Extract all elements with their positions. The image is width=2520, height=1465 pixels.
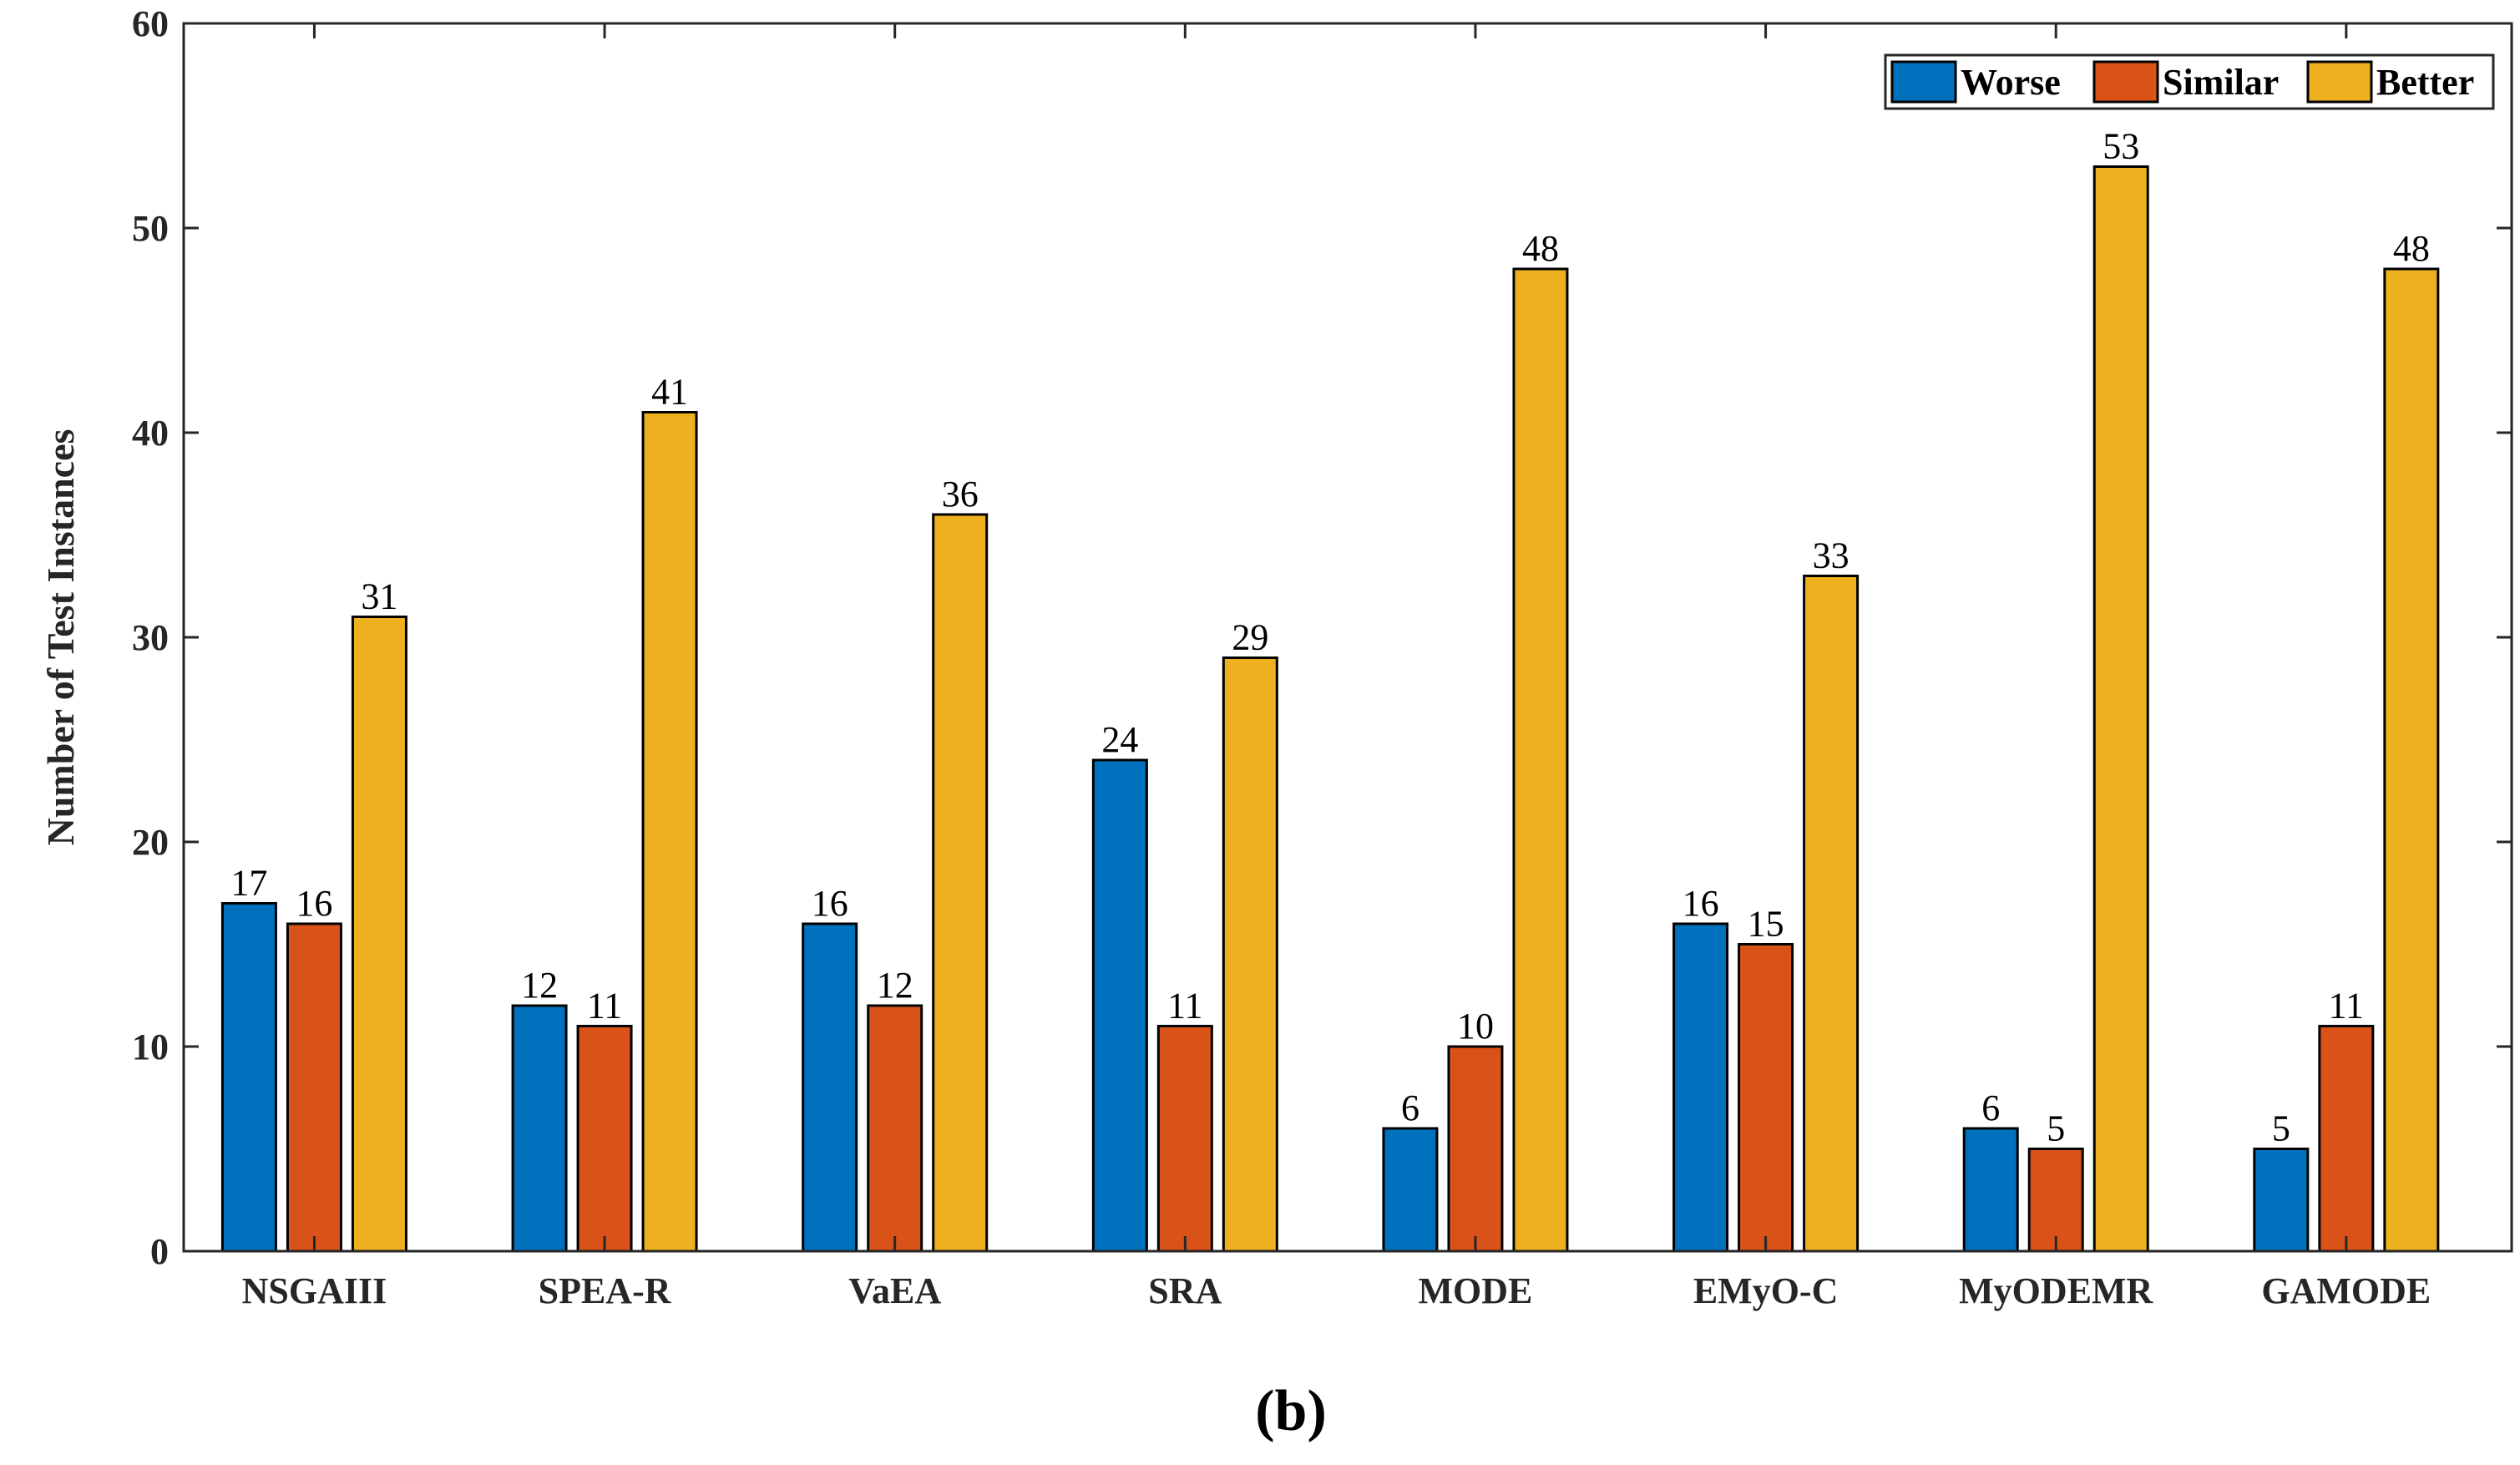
data-label: 5 [2047, 1108, 2065, 1149]
bar-similar [1156, 1025, 1213, 1253]
data-label: 6 [1981, 1087, 2000, 1128]
x-tick-label: EMyO-C [1693, 1270, 1839, 1311]
x-tick-label: VaEA [848, 1270, 941, 1311]
bar-worse [220, 902, 277, 1253]
bar-better [1803, 575, 1860, 1253]
figure-caption: (b) [1255, 1379, 1327, 1443]
legend-swatch-worse [1890, 60, 1957, 104]
x-tick-label: SPEA-R [539, 1270, 672, 1311]
data-label: 6 [1401, 1087, 1419, 1128]
legend-label-similar: Similar [2163, 62, 2279, 103]
data-label: 12 [877, 965, 913, 1006]
y-tick-label: 60 [132, 3, 169, 44]
legend-label-better: Better [2376, 62, 2474, 103]
data-label: 29 [1232, 617, 1268, 658]
data-label: 16 [296, 883, 332, 924]
bar-better [2383, 267, 2440, 1253]
legend-box [1884, 53, 2495, 110]
y-axis-label: Number of Test Instances [39, 429, 82, 846]
bar-better [1222, 656, 1278, 1253]
data-label: 48 [1522, 228, 1559, 269]
data-label: 53 [2103, 126, 2139, 167]
data-label: 15 [1748, 904, 1784, 945]
bar-similar [1447, 1045, 1504, 1253]
data-label: 48 [2393, 228, 2430, 269]
y-tick-label: 0 [150, 1231, 169, 1272]
bar-worse [1962, 1127, 2019, 1253]
bar-similar [286, 922, 342, 1253]
bar-better [351, 616, 407, 1253]
bar-worse [511, 1004, 568, 1253]
bar-similar [1738, 943, 1794, 1253]
y-tick-label: 20 [132, 822, 169, 863]
bar-better [2092, 165, 2149, 1253]
data-label: 5 [2272, 1108, 2290, 1149]
bars-layer [220, 165, 2440, 1253]
bar-worse [2253, 1148, 2310, 1253]
legend-swatch-better [2306, 60, 2373, 104]
legend: Worse Similar Better [1884, 53, 2495, 110]
bar-worse [802, 922, 858, 1253]
data-label: 11 [1167, 986, 1202, 1027]
data-label: 16 [1683, 883, 1719, 924]
bar-similar [2318, 1025, 2375, 1253]
x-tick-label: SRA [1148, 1270, 1222, 1311]
bar-similar [867, 1004, 923, 1253]
data-label: 12 [521, 965, 558, 1006]
bar-similar [2027, 1148, 2084, 1253]
x-tick-labels: NSGAIII SPEA-R VaEA SRA MODE EMyO-C MyODEMR GAM… [242, 1270, 2431, 1311]
data-label: 36 [942, 474, 979, 515]
data-label: 10 [1457, 1006, 1494, 1047]
bar-better [932, 513, 989, 1253]
data-label: 33 [1813, 535, 1850, 576]
x-tick-label: MODE [1419, 1270, 1533, 1311]
y-tick-label: 50 [132, 208, 169, 249]
bar-better [1512, 267, 1569, 1253]
data-labels: 17 16 31 12 11 41 16 12 36 24 11 29 6 10 48 16 15 33 6 5 53 5… [230, 126, 2429, 1149]
bar-worse [1672, 922, 1729, 1253]
data-label: 24 [1101, 719, 1138, 760]
legend-swatch-similar [2092, 60, 2159, 104]
y-tick-labels: 0 10 20 30 40 50 60 [132, 3, 169, 1272]
bar-worse [1091, 758, 1148, 1253]
y-tick-label: 10 [132, 1027, 169, 1067]
bar-better [641, 411, 698, 1253]
y-tick-label: 30 [132, 617, 169, 658]
data-label: 11 [2329, 986, 2364, 1027]
x-tick-label: GAMODE [2261, 1270, 2431, 1311]
data-label: 11 [587, 986, 622, 1027]
bar-worse [1382, 1127, 1439, 1253]
bar-similar [576, 1025, 633, 1253]
legend-label-worse: Worse [1961, 62, 2061, 103]
x-tick-label: NSGAIII [242, 1270, 387, 1311]
y-tick-label: 40 [132, 413, 169, 454]
x-tick-label: MyODEMR [1959, 1270, 2153, 1311]
data-label: 17 [230, 863, 267, 904]
data-label: 41 [651, 372, 688, 413]
data-label: 16 [812, 883, 848, 924]
tick-layer [184, 22, 2512, 1253]
data-label: 31 [361, 576, 397, 617]
